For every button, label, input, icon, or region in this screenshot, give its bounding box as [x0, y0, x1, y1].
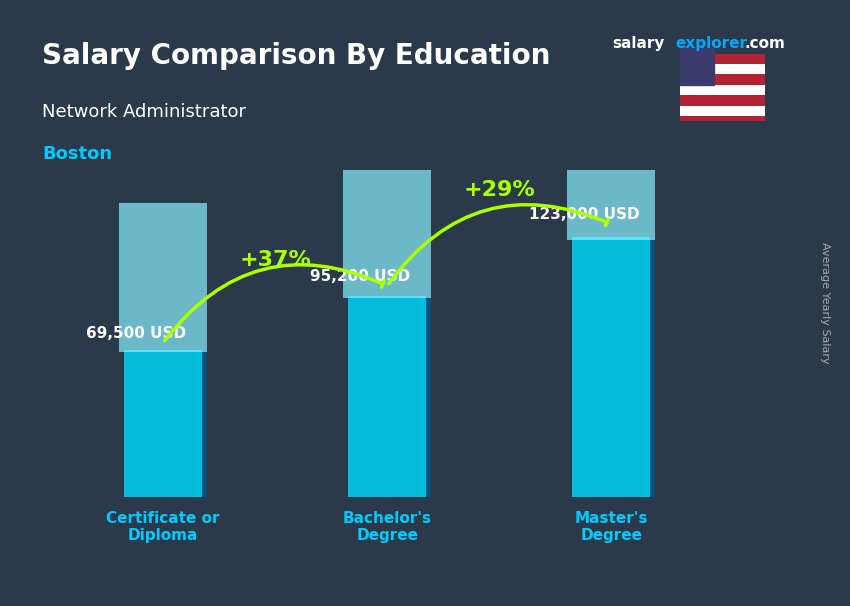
Text: Boston: Boston — [42, 145, 112, 164]
Text: 123,000 USD: 123,000 USD — [529, 207, 640, 222]
Text: salary: salary — [612, 36, 665, 52]
Text: Salary Comparison By Education: Salary Comparison By Education — [42, 42, 551, 70]
Bar — [680, 116, 765, 127]
Bar — [680, 75, 765, 85]
Bar — [680, 85, 765, 95]
Bar — [646, 237, 655, 497]
Bar — [197, 350, 207, 497]
Bar — [680, 48, 714, 85]
Bar — [422, 296, 431, 497]
Bar — [680, 64, 765, 75]
Text: 69,500 USD: 69,500 USD — [86, 327, 186, 341]
Bar — [124, 350, 202, 497]
Text: 95,200 USD: 95,200 USD — [310, 269, 411, 284]
Bar — [567, 0, 655, 241]
Bar — [680, 95, 765, 105]
Text: .com: .com — [745, 36, 785, 52]
Text: +37%: +37% — [239, 250, 311, 270]
Bar — [119, 204, 207, 352]
Bar — [680, 54, 765, 64]
Bar — [572, 237, 650, 497]
Bar — [343, 95, 431, 298]
Text: explorer: explorer — [676, 36, 748, 52]
Text: Average Yearly Salary: Average Yearly Salary — [819, 242, 830, 364]
Text: Network Administrator: Network Administrator — [42, 103, 246, 121]
Text: +29%: +29% — [463, 181, 535, 201]
Bar — [680, 105, 765, 116]
Bar — [348, 296, 427, 497]
